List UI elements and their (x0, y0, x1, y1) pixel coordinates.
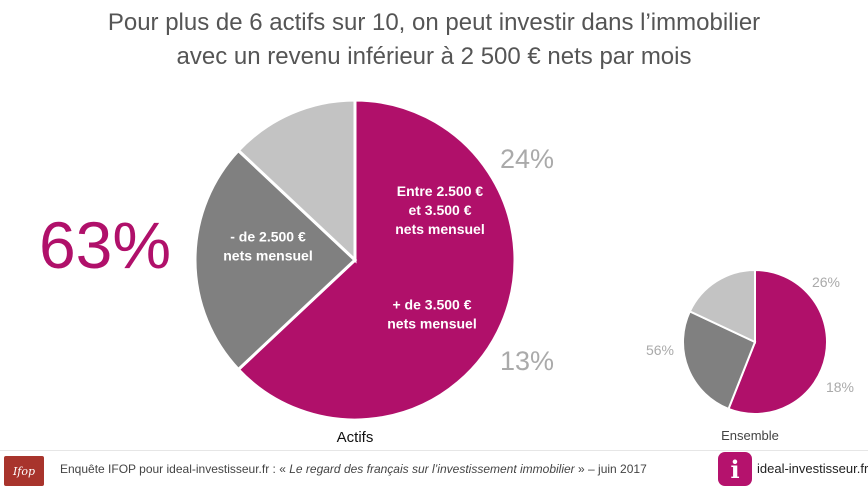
pie-slice-actifs-1 (193, 148, 358, 372)
pie-slice-ensemble-1 (682, 310, 757, 411)
ifop-logo: Ifop (4, 456, 44, 486)
value-label-actifs-1: 24% (500, 144, 554, 174)
slice-label-line: + de 3.500 € (392, 297, 471, 313)
pie-slice-actifs-0 (236, 98, 517, 422)
brand-name: ideal-investisseur.fr (757, 461, 868, 476)
pie-slice-actifs-2 (236, 98, 357, 264)
chart-title-line-2: avec un revenu inférieur à 2 500 € nets … (176, 43, 692, 70)
slice-label-line: Entre 2.500 € (397, 183, 484, 199)
footer-divider (0, 450, 868, 451)
source-note: Enquête IFOP pour ideal-investisseur.fr … (60, 462, 647, 476)
slice-label-line: nets mensuel (387, 316, 476, 332)
value-label-ensemble-2: 18% (826, 379, 854, 395)
slice-label-line: nets mensuel (395, 221, 484, 237)
slice-label-line: nets mensuel (223, 248, 312, 264)
source-suffix: » – juin 2017 (574, 462, 647, 476)
value-label-actifs-2: 13% (500, 346, 554, 376)
value-label-ensemble-0: 56% (646, 342, 674, 358)
headline-percentage: 63% (39, 208, 171, 282)
pie-title-ensemble: Ensemble (721, 428, 779, 443)
slice-label-2: + de 3.500 € nets mensuel (387, 297, 476, 332)
chart-title-line-1: Pour plus de 6 actifs sur 10, on peut in… (107, 9, 761, 36)
value-label-ensemble-1: 26% (812, 274, 840, 290)
slice-label-0: - de 2.500 € nets mensuel (223, 229, 312, 264)
slice-label-1: Entre 2.500 € et 3.500 € nets mensuel (395, 183, 484, 237)
pie-slice-ensemble-2 (688, 268, 756, 344)
pie-title-actifs: Actifs (337, 429, 374, 446)
slice-label-line: et 3.500 € (408, 202, 471, 218)
pie-slice-ensemble-0 (727, 268, 828, 415)
chart-title: Pour plus de 6 actifs sur 10, on peut in… (0, 6, 868, 74)
slice-label-line: - de 2.500 € (230, 229, 306, 245)
source-prefix: Enquête IFOP pour ideal-investisseur.fr … (60, 462, 290, 476)
source-title: Le regard des français sur l’investissem… (289, 462, 575, 476)
ideal-investisseur-logo-icon: i (718, 452, 752, 486)
